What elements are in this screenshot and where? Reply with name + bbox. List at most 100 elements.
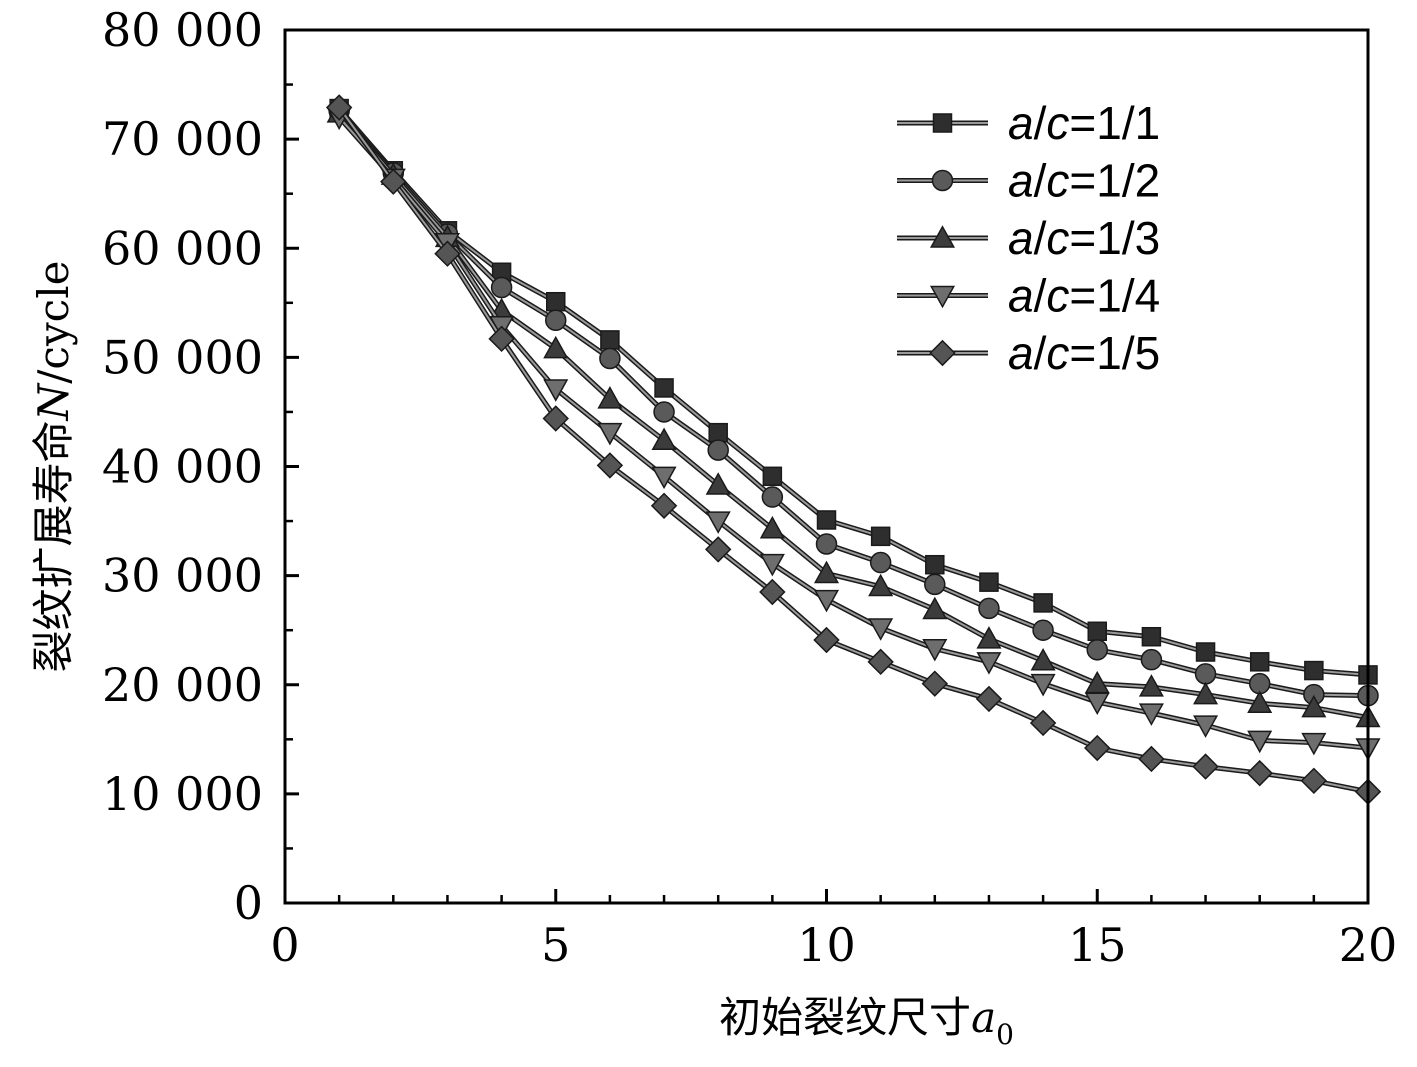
data-point — [975, 685, 1003, 713]
x-axis-title-sub: 0 — [996, 1018, 1014, 1051]
legend-label: a/c=1/5 — [1008, 327, 1160, 379]
data-point — [1138, 674, 1164, 697]
legend-label: a/c=1/2 — [1008, 155, 1160, 207]
data-point — [707, 439, 729, 461]
data-point — [705, 511, 731, 534]
plot-frame — [283, 28, 1370, 905]
data-point — [1193, 715, 1219, 738]
data-point — [600, 330, 620, 350]
data-point — [1247, 730, 1273, 754]
data-point — [922, 638, 948, 662]
x-axis-title: 初始裂纹尺寸a0 — [719, 993, 1014, 1051]
data-point — [490, 276, 513, 299]
data-point — [759, 553, 785, 577]
x-tick-label: 10 — [797, 918, 856, 972]
data-point — [868, 573, 894, 597]
data-point — [545, 309, 567, 332]
legend-marker — [931, 169, 954, 192]
data-point — [813, 626, 840, 654]
data-point — [1300, 767, 1328, 794]
y-tick-label: 40 000 — [102, 440, 263, 494]
data-point — [869, 551, 892, 574]
data-point — [976, 652, 1002, 675]
data-point — [1301, 694, 1327, 718]
legend-item: a/c=1/4 — [897, 270, 1160, 322]
y-axis-title: 裂纹扩展寿命N/cycle — [29, 261, 78, 673]
data-point — [599, 347, 621, 370]
data-point — [979, 572, 999, 592]
y-tick-label: 20 000 — [102, 658, 263, 712]
data-point — [380, 168, 407, 195]
y-tick-label: 0 — [234, 876, 263, 930]
data-point — [597, 386, 623, 409]
data-point — [921, 670, 949, 697]
data-point — [1304, 660, 1324, 681]
data-point — [816, 510, 837, 530]
data-point — [1192, 753, 1219, 780]
data-point — [815, 533, 838, 555]
y-axis-title-unit: /cycle — [29, 261, 78, 384]
data-point — [1141, 626, 1162, 647]
series-line-outline — [337, 109, 1369, 699]
data-point — [1087, 621, 1107, 642]
legend-label: a/c=1/1 — [1008, 97, 1160, 149]
data-point — [1084, 734, 1111, 762]
data-point — [759, 578, 786, 606]
y-axis-title-var: N — [29, 382, 78, 421]
data-point — [761, 486, 784, 508]
series-5 — [325, 94, 1382, 805]
data-point — [759, 515, 785, 539]
series-line — [338, 107, 1369, 676]
legend-label: a/c=1/4 — [1008, 270, 1160, 322]
series-line-outline — [337, 106, 1369, 795]
data-point — [870, 526, 891, 547]
data-point — [597, 422, 623, 446]
data-point — [1086, 639, 1108, 661]
data-point — [543, 379, 569, 402]
legend-marker — [932, 113, 953, 133]
y-tick-label: 70 000 — [102, 112, 263, 166]
data-point — [925, 554, 945, 575]
legend-item: a/c=1/2 — [897, 155, 1160, 207]
ticks-layer: 0 5 10 15 20 0 10 000 20 000 30 000 40 000 50 000 6… — [102, 3, 1397, 972]
series-layer — [325, 94, 1382, 805]
legend-marker — [929, 339, 956, 367]
legend-label: a/c=1/3 — [1008, 212, 1160, 264]
legend-item: a/c=1/5 — [897, 327, 1160, 379]
data-point — [1194, 663, 1217, 685]
data-point — [1029, 709, 1057, 737]
y-axis-title-main: 裂纹扩展寿命 — [29, 420, 78, 672]
data-point — [434, 240, 461, 267]
data-point — [542, 405, 569, 432]
data-point — [813, 560, 840, 584]
data-point — [651, 466, 677, 490]
series-line — [338, 106, 1369, 793]
x-tick-label: 0 — [270, 918, 299, 972]
data-point — [922, 596, 948, 620]
data-point — [543, 335, 569, 359]
data-point — [924, 573, 946, 596]
x-axis-title-main: 初始裂纹尺寸 — [719, 993, 971, 1042]
y-tick-label: 80 000 — [102, 3, 263, 57]
y-tick-label: 50 000 — [102, 330, 263, 384]
data-point — [704, 536, 732, 563]
data-point — [1138, 703, 1164, 726]
x-axis-title-var: a — [971, 993, 996, 1042]
data-point — [868, 618, 894, 641]
data-point — [708, 422, 728, 443]
legend: a/c=1/1 a/c=1/2a/c=1/3 a/c=1/4a/c=1/5 — [897, 97, 1160, 379]
data-point — [1084, 692, 1110, 716]
data-point — [867, 648, 894, 676]
data-point — [1138, 745, 1165, 773]
series-line — [338, 110, 1369, 697]
x-tick-label: 5 — [541, 918, 570, 972]
series-4 — [326, 107, 1381, 761]
legend-item: a/c=1/3 — [897, 212, 1160, 264]
data-point — [325, 94, 353, 121]
data-point — [1195, 642, 1216, 662]
data-point — [1246, 759, 1273, 787]
data-point — [1030, 647, 1056, 671]
series-line-outline — [337, 106, 1369, 678]
data-point — [651, 427, 677, 451]
